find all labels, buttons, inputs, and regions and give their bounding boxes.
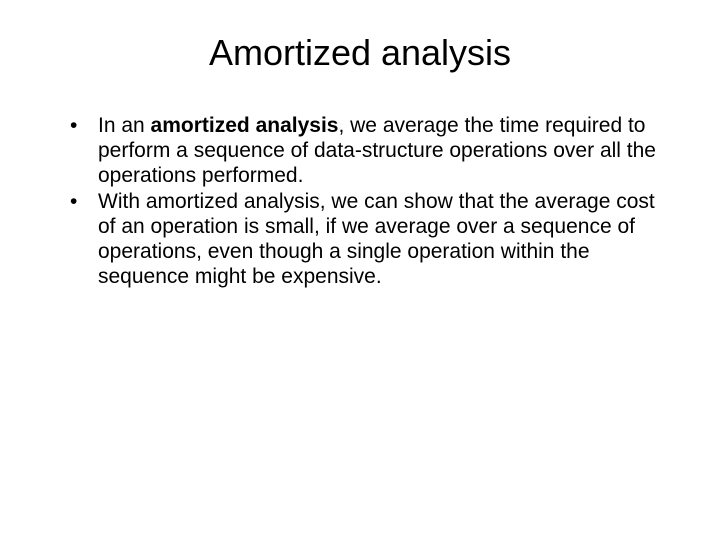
bullet-text-prefix: In an — [98, 114, 151, 137]
slide-title: Amortized analysis — [40, 32, 680, 74]
bullet-item: With amortized analysis, we can show tha… — [64, 190, 668, 289]
bullet-text-suffix: With amortized analysis, we can show tha… — [98, 190, 655, 287]
bullet-list: In an amortized analysis, we average the… — [64, 114, 668, 289]
bullet-text-bold: amortized analysis — [151, 114, 339, 137]
bullet-item: In an amortized analysis, we average the… — [64, 114, 668, 188]
slide: Amortized analysis In an amortized analy… — [0, 0, 720, 540]
